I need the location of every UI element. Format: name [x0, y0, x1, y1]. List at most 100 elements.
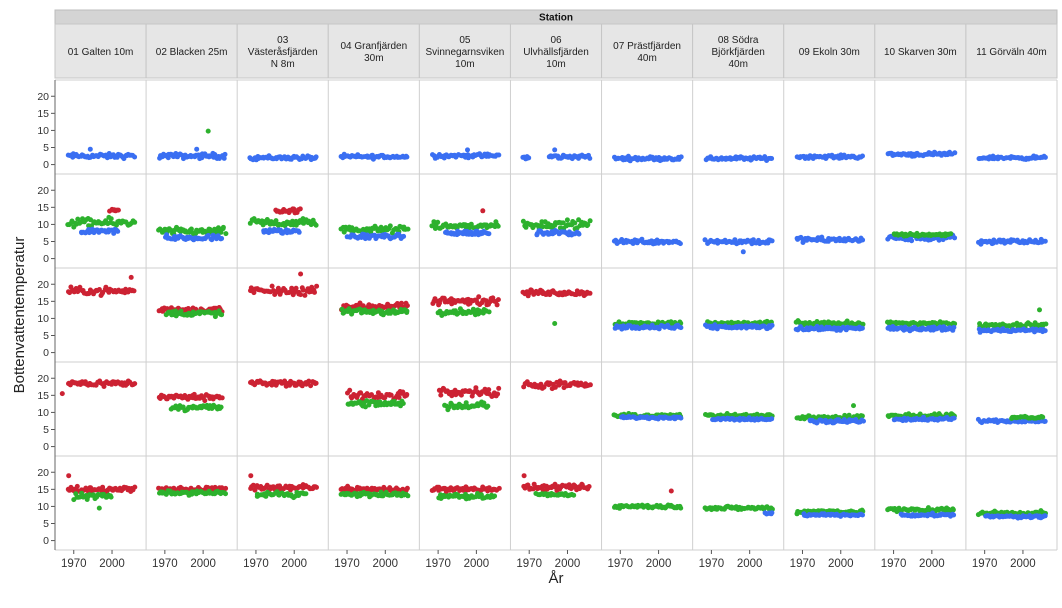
data-point [194, 146, 200, 152]
data-point [298, 271, 304, 277]
data-point [347, 387, 353, 393]
station-header-line: Ulvhällsfjärden [523, 47, 589, 58]
x-tick-label: 2000 [646, 558, 672, 570]
station-header-label: 05 Svinnegarnsviken 10m [425, 35, 504, 70]
data-point [678, 415, 684, 421]
data-point [202, 398, 208, 404]
data-point [387, 223, 393, 229]
station-header-line: 05 [459, 35, 471, 46]
y-tick-label: 15 [37, 108, 49, 120]
y-tick-label: 15 [37, 296, 49, 308]
y-tick-label: 20 [37, 185, 49, 197]
data-point [1042, 238, 1048, 244]
data-point [298, 292, 304, 298]
data-point [87, 146, 93, 152]
station-header-line: 03 [277, 35, 289, 46]
data-point [59, 391, 65, 397]
data-point [587, 155, 593, 161]
data-point [525, 482, 531, 488]
data-point [435, 219, 441, 225]
data-point [188, 226, 194, 232]
data-point [293, 382, 299, 388]
station-header-line: 10 Skarven 30m [884, 47, 957, 58]
data-point [312, 289, 317, 295]
data-point [769, 238, 775, 244]
station-header-cell [874, 23, 967, 79]
station-header-cell [692, 23, 785, 79]
data-point [128, 274, 134, 280]
data-point [552, 384, 558, 390]
data-point [306, 378, 312, 384]
data-point [860, 237, 866, 243]
data-point [269, 283, 275, 289]
data-point [209, 237, 215, 243]
station-header-line: 02 Blacken 25m [156, 47, 228, 58]
data-point [313, 380, 319, 386]
data-point [405, 226, 411, 232]
x-tick-label: 2000 [281, 558, 307, 570]
data-point [1043, 321, 1049, 327]
data-point [458, 392, 464, 398]
data-point [769, 156, 775, 161]
y-tick-label: 0 [43, 347, 49, 359]
data-point [75, 216, 81, 222]
station-header-cell [509, 23, 603, 79]
data-point [252, 487, 258, 493]
data-point [1037, 307, 1042, 313]
data-point [495, 391, 501, 397]
data-point [1042, 328, 1048, 334]
data-point [219, 312, 225, 318]
station-header-label: 11 Görväln 40m [976, 47, 1046, 58]
station-header-line: Västeråsfjärden [248, 46, 318, 58]
data-point [587, 382, 593, 388]
data-point [205, 128, 211, 134]
station-header-line: Svinnegarnsviken [425, 47, 504, 58]
station-header-label: 01 Galten 10m [68, 47, 134, 58]
data-point [221, 155, 227, 161]
data-point [495, 297, 501, 303]
data-point [205, 233, 211, 238]
y-tick-label: 15 [37, 484, 49, 496]
data-point [950, 507, 956, 513]
x-tick-label: 2000 [555, 558, 581, 570]
data-point [560, 220, 566, 226]
y-tick-label: 5 [43, 236, 49, 248]
data-point [678, 154, 684, 160]
data-point [88, 217, 94, 223]
data-point [108, 494, 114, 500]
station-header-cell [965, 23, 1058, 79]
station-header-line: 09 Ekoln 30m [799, 47, 860, 58]
data-point [358, 390, 364, 396]
data-point [552, 321, 558, 326]
x-tick-label: 2000 [1010, 558, 1036, 570]
data-point [132, 381, 138, 387]
y-tick-label: 0 [43, 441, 49, 453]
data-point [275, 285, 281, 291]
data-point [571, 492, 577, 498]
y-tick-label: 0 [43, 159, 49, 171]
x-tick-label: 1970 [243, 558, 269, 570]
station-header-cell [236, 23, 329, 79]
data-point [859, 413, 865, 419]
data-point [526, 155, 532, 161]
data-point [404, 303, 410, 309]
station-header-cell [783, 23, 876, 79]
data-point [191, 391, 197, 397]
data-point [455, 310, 461, 316]
station-header-label: 03 Västeråsfjärden N 8m [248, 35, 318, 70]
data-point [302, 292, 308, 298]
y-tick-label: 0 [43, 253, 49, 265]
station-header-label: 04 Granfjärden 30m [340, 41, 407, 64]
data-point [496, 385, 502, 391]
data-point [66, 473, 72, 479]
data-point [313, 222, 319, 228]
station-header-line: 10m [546, 59, 565, 70]
data-point [223, 485, 229, 491]
data-point [438, 392, 444, 398]
facet-header-label: Station [539, 13, 573, 24]
y-tick-label: 20 [37, 467, 49, 479]
station-header-line: 40m [637, 53, 656, 64]
x-tick-label: 2000 [464, 558, 490, 570]
data-point [740, 249, 746, 255]
